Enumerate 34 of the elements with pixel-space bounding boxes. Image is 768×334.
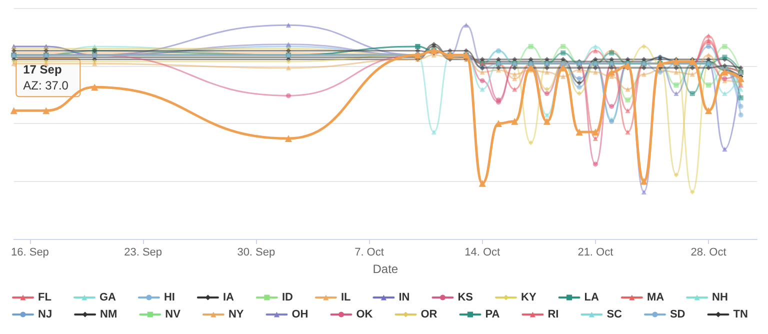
x-tick-label: 30. Sep <box>237 246 276 258</box>
legend-label: SD <box>670 308 686 320</box>
legend-label: MA <box>646 292 664 304</box>
legend-label: OH <box>292 308 308 320</box>
legend-label: OR <box>420 308 438 320</box>
annotation: 17 Sep <box>23 62 62 77</box>
legend-label: LA <box>584 292 599 304</box>
x-tick-label: 23. Sep <box>124 246 162 258</box>
legend-label: RI <box>548 308 559 320</box>
x-tick-label: 28. Oct <box>690 246 726 258</box>
legend-label: TN <box>733 308 748 320</box>
legend-label: NV <box>165 308 182 320</box>
x-tick-label: 7. Oct <box>354 246 384 258</box>
x-tick-label: 16. Sep <box>11 246 49 258</box>
legend-label: IN <box>398 292 410 304</box>
legend-label: FL <box>38 292 52 304</box>
legend-label: NH <box>712 292 728 304</box>
legend-label: GA <box>99 292 116 304</box>
x-tick-label: 14. Oct <box>464 246 500 258</box>
annotation: AZ: 37.0 <box>23 78 69 93</box>
legend-label: KS <box>458 292 473 304</box>
legend-label: HI <box>164 292 175 304</box>
legend-label: ID <box>282 292 293 304</box>
legend-label: NY <box>228 308 244 320</box>
x-tick-label: 21. Oct <box>578 246 614 258</box>
legend-label: SC <box>606 308 622 320</box>
legend-label: KY <box>520 292 537 304</box>
legend-label: IL <box>340 292 351 304</box>
legend-label: NJ <box>38 308 52 320</box>
legend-label: IA <box>222 292 234 304</box>
legend-label: NM <box>100 308 118 320</box>
legend-label: OK <box>356 308 373 320</box>
legend-label: PA <box>485 308 500 320</box>
x-axis-title: Date <box>372 262 398 276</box>
